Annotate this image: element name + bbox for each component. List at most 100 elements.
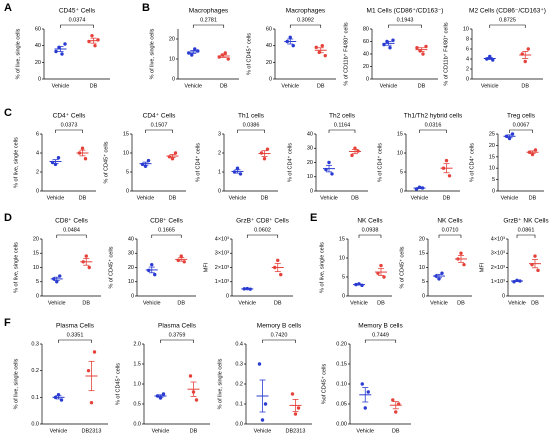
- y-axis-label: % of live, single cells: [13, 137, 19, 188]
- y-tick-label: 0.3: [235, 361, 243, 367]
- y-tick-label: 1: [218, 169, 221, 175]
- data-point: [530, 152, 535, 157]
- data-point: [59, 398, 64, 402]
- data-point: [363, 406, 367, 410]
- x-tick-label: DB: [529, 195, 537, 201]
- p-value: 0.0374: [69, 17, 86, 23]
- y-tick-label: 1.5: [133, 361, 141, 367]
- x-tick-label: Vehicle: [481, 83, 499, 89]
- data-point: [58, 274, 62, 278]
- data-point: [220, 53, 224, 57]
- y-tick-label: 0: [269, 76, 272, 82]
- y-axis-label: MFI: [203, 262, 209, 272]
- x-tick-label: Vehicle: [254, 428, 272, 434]
- data-point: [391, 38, 395, 42]
- data-point: [179, 254, 183, 258]
- x-tick-label: DB: [377, 300, 385, 306]
- data-point: [317, 50, 321, 55]
- data-point: [161, 392, 166, 396]
- data-point: [77, 151, 82, 155]
- p-value: 0.0602: [254, 227, 271, 233]
- data-point: [257, 362, 262, 366]
- data-point: [314, 45, 318, 50]
- y-tick-label: 0.2: [31, 368, 39, 374]
- y-axis-label: % of CD45⁺ cells: [245, 33, 252, 75]
- x-tick-label: DB: [177, 300, 185, 306]
- data-point: [173, 151, 178, 155]
- y-tick-label: 3×10³: [215, 251, 229, 257]
- chart-title: NK Cells: [437, 218, 463, 225]
- p-bracket: [151, 234, 182, 238]
- data-point: [191, 390, 196, 394]
- x-tick-label: DB: [79, 195, 87, 201]
- data-point: [356, 149, 360, 153]
- y-tick-label: 0.0: [235, 421, 243, 427]
- p-value: 0.7420: [271, 332, 288, 338]
- data-point: [285, 39, 289, 44]
- data-point: [93, 43, 97, 48]
- data-point: [90, 33, 94, 38]
- y-axis-label: % of CD4⁺ cells: [286, 143, 293, 182]
- y-tick-label: 0: [502, 293, 505, 299]
- data-point: [360, 382, 364, 386]
- y-tick-label: 0.1: [235, 401, 243, 407]
- data-point: [153, 272, 157, 277]
- p-bracket: [509, 129, 533, 133]
- chart-title: M2 Cells (CD86⁻/CD163⁺): [469, 8, 546, 15]
- data-point: [52, 277, 56, 281]
- y-tick-label: 5: [422, 279, 425, 285]
- data-point: [57, 45, 61, 50]
- p-value: 0.1507: [151, 122, 168, 128]
- panel-letter: E: [310, 212, 317, 224]
- data-point: [87, 39, 91, 44]
- y-tick-label: 0: [38, 76, 41, 82]
- panel-letter: D: [4, 212, 12, 224]
- y-tick-label: 40: [128, 236, 134, 242]
- y-tick-label: 20: [33, 236, 39, 242]
- x-tick-label: DB: [418, 83, 426, 89]
- data-point: [444, 158, 449, 163]
- x-tick-label: DB: [317, 83, 325, 89]
- y-axis-label: % of live, single cells: [149, 28, 155, 79]
- data-point: [56, 156, 61, 160]
- data-point: [382, 275, 386, 279]
- data-point: [276, 258, 280, 263]
- y-tick-label: 1.0: [133, 381, 141, 387]
- chart-title: Memory B cells: [358, 323, 403, 330]
- p-bracket: [60, 24, 94, 28]
- data-point: [188, 374, 193, 378]
- data-point: [394, 410, 398, 414]
- y-tick-label: 0: [226, 293, 229, 299]
- y-tick-label: 15: [33, 251, 39, 257]
- data-point: [296, 406, 301, 410]
- p-value: 0.1164: [334, 122, 350, 128]
- data-point: [504, 134, 509, 138]
- p-bracket: [55, 129, 83, 133]
- x-tick-label: Vehicle: [48, 300, 66, 306]
- y-tick-label: 0.00: [336, 421, 347, 427]
- x-tick-label: Vehicle: [411, 195, 429, 201]
- chart-title: Memory B cells: [257, 323, 302, 330]
- chart-title: Th1/Th2 hybrid cells: [404, 113, 463, 120]
- y-tick-label: 6: [36, 131, 39, 137]
- data-point: [80, 146, 85, 150]
- data-point: [143, 164, 148, 168]
- y-tick-label: 0.10: [336, 381, 347, 387]
- y-axis-label: % of CD4⁺ cells: [468, 143, 475, 182]
- y-tick-label: 20: [128, 265, 134, 271]
- data-point: [421, 52, 425, 56]
- y-tick-label: 5: [342, 274, 345, 280]
- y-tick-label: 0.05: [336, 401, 347, 407]
- y-tick-label: 20: [266, 60, 272, 66]
- data-point: [510, 132, 515, 136]
- chart-title: Th2 cells: [329, 113, 356, 120]
- data-point: [323, 53, 327, 58]
- panel-letter: C: [4, 107, 12, 119]
- p-bracket: [289, 24, 322, 28]
- data-point: [414, 187, 419, 191]
- chart-title: Macrophages: [189, 8, 229, 15]
- p-bracket: [328, 129, 356, 133]
- data-point: [238, 172, 243, 176]
- data-point: [324, 167, 328, 172]
- data-point: [279, 272, 283, 277]
